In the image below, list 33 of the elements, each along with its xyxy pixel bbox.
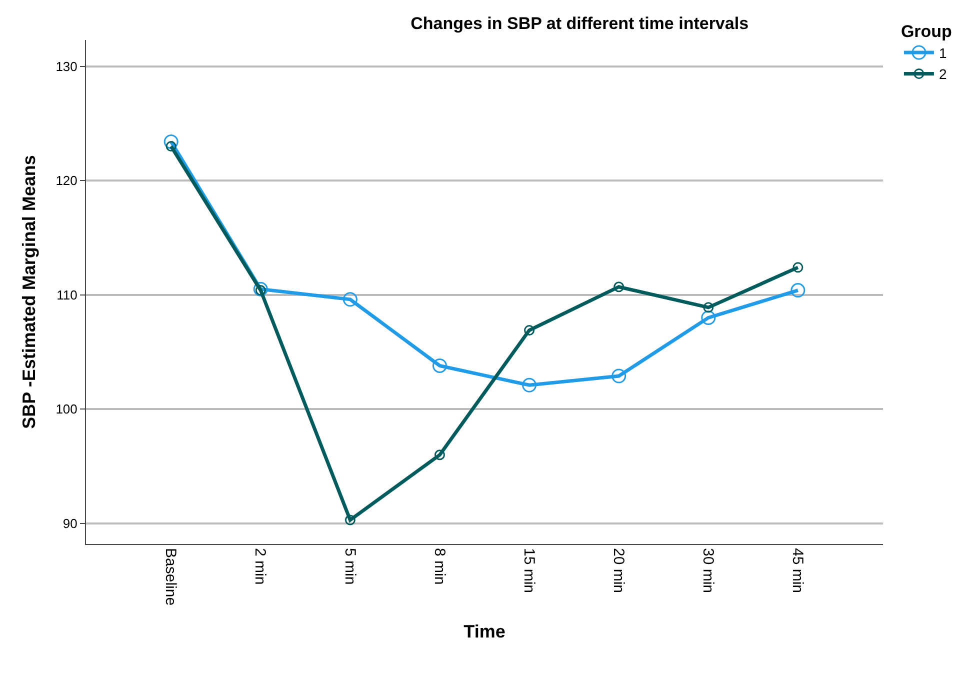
point: [703, 302, 714, 313]
point: [701, 310, 716, 325]
point: [790, 283, 806, 298]
point: [434, 450, 445, 460]
y-axis-title: SBP -Estimated Marginal Means: [18, 155, 39, 429]
x-tick-label: Baseline: [162, 548, 180, 606]
x-tick-label: 15 min: [520, 548, 538, 594]
legend-label: 1: [938, 44, 947, 61]
y-tick-label: 100: [56, 402, 78, 417]
legend-title: Group: [900, 22, 952, 41]
x-tick-label: 8 min: [430, 548, 448, 585]
point: [792, 262, 804, 273]
x-tick-label: 2 min: [252, 548, 269, 585]
chart-title: Changes in SBP at different time intervals: [410, 14, 749, 33]
x-tick-label: 30 min: [700, 548, 717, 594]
x-axis-title: Time: [464, 622, 506, 642]
point: [524, 325, 535, 336]
y-tick-label: 110: [56, 287, 78, 302]
point: [522, 378, 537, 392]
point: [432, 358, 447, 373]
point: [342, 292, 358, 307]
point: [164, 134, 178, 149]
point: [612, 368, 626, 384]
point: [344, 514, 356, 526]
x-tick-label: 20 min: [610, 548, 627, 594]
point: [614, 282, 624, 292]
x-tick-label: 5 min: [341, 548, 358, 585]
y-tick-label: 90: [62, 516, 78, 531]
y-tick-label: 130: [56, 58, 78, 74]
point: [253, 282, 268, 296]
x-tick-label: 45 min: [789, 548, 806, 594]
y-tick-label: 120: [56, 173, 78, 188]
legend-label: 2: [938, 66, 947, 82]
